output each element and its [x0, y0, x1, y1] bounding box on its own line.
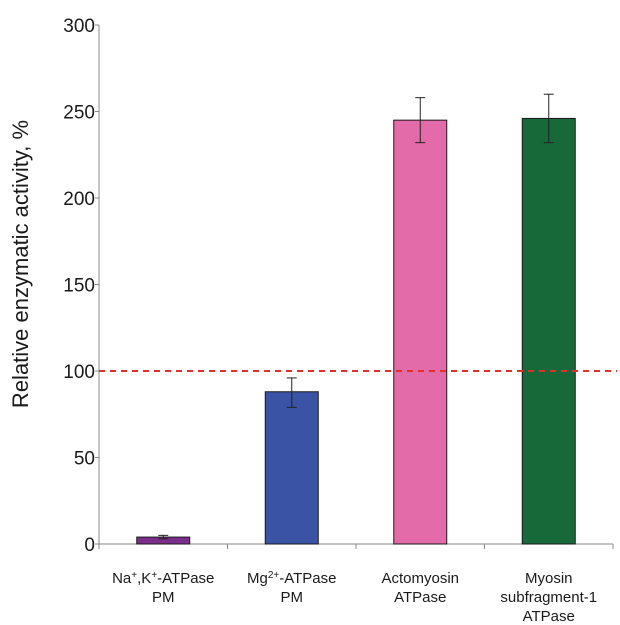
y-tick-label: 50: [74, 449, 95, 470]
bar: [521, 117, 576, 545]
error-bar: [158, 534, 169, 540]
bar: [393, 119, 448, 545]
y-axis: 0 50 100 150 200 250 300: [63, 16, 100, 556]
bars: [136, 117, 576, 545]
x-axis: Na+,K+-ATPase PM Mg2+-ATPase PM Actomyosin AT…: [98, 543, 614, 625]
y-tick-label: 100: [63, 362, 95, 383]
bar: [264, 391, 319, 545]
error-bar: [543, 93, 554, 144]
x-tick-label: Actomyosin ATPase: [381, 570, 459, 606]
error-bar: [415, 97, 426, 144]
x-tick-label: Na+,K+-ATPase PM: [112, 570, 214, 607]
y-tick-label: 0: [84, 535, 95, 556]
y-tick-label: 300: [63, 16, 95, 37]
y-axis-title: Relative enzymatic activity, %: [8, 120, 33, 408]
y-tick-label: 150: [63, 276, 95, 297]
y-tick-label: 200: [63, 189, 95, 210]
y-tick-label: 250: [63, 103, 95, 124]
error-bars: [158, 93, 554, 540]
x-tick-label: Myosin subfragment-1 ATPase: [500, 570, 597, 625]
x-tick-label: Mg2+-ATPase PM: [247, 570, 337, 607]
error-bar: [286, 377, 297, 408]
